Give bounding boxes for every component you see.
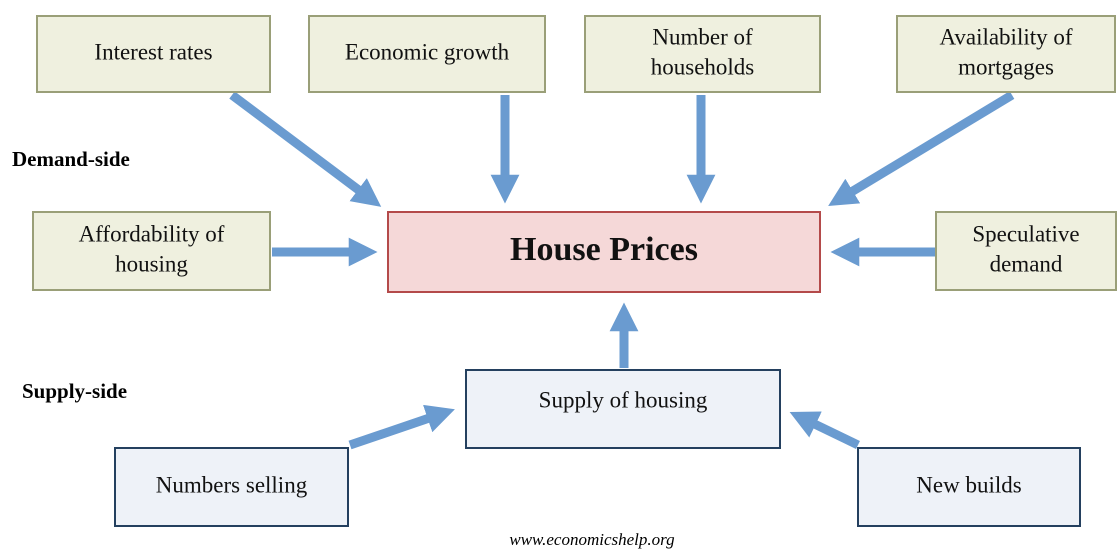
node-box [896,15,1116,93]
arrow [348,404,455,450]
node-box [465,369,781,449]
node-box [857,447,1081,527]
node-label: Number of [652,24,753,49]
node-box [36,15,271,93]
node-label: New builds [916,472,1021,497]
node: Availability of mortgages [896,15,1116,93]
node: Number of households [584,15,821,93]
node: Economic growth [308,15,546,93]
footer: www.economicshelp.org [509,530,674,549]
node-box [935,211,1117,291]
node: Speculative demand [935,211,1117,291]
demand-side-label: Demand-side [12,147,130,171]
node-label: Economic growth [345,39,510,64]
arrow [229,91,382,207]
node: Supply of housing [465,369,781,449]
node-box [387,211,821,293]
node-label: Interest rates [94,39,212,64]
node-box [114,447,349,527]
node: Interest rates [36,15,271,93]
node-label: demand [990,251,1063,276]
node-box [308,15,546,93]
node-label: Affordability of [79,221,225,246]
nodes: Interest rates Economic growth Number of ho… [32,15,1117,527]
node-label: mortgages [958,54,1054,79]
arrows [229,91,1015,450]
node: Affordability of housing [32,211,271,291]
arrow [828,91,1015,206]
node-box [584,15,821,93]
node-box [32,211,271,291]
node-label: Supply of housing [539,387,708,412]
node-label: Availability of [939,24,1072,49]
node: New builds [857,447,1081,527]
node-label: Numbers selling [156,472,308,497]
node-label: Speculative [972,221,1079,246]
supply-side-label: Supply-side [22,379,127,403]
central-label: House Prices [510,231,698,268]
node-label: households [651,54,755,79]
node: House Prices [387,211,821,293]
node: Numbers selling [114,447,349,527]
arrow [789,411,860,450]
node-label: housing [115,251,188,276]
